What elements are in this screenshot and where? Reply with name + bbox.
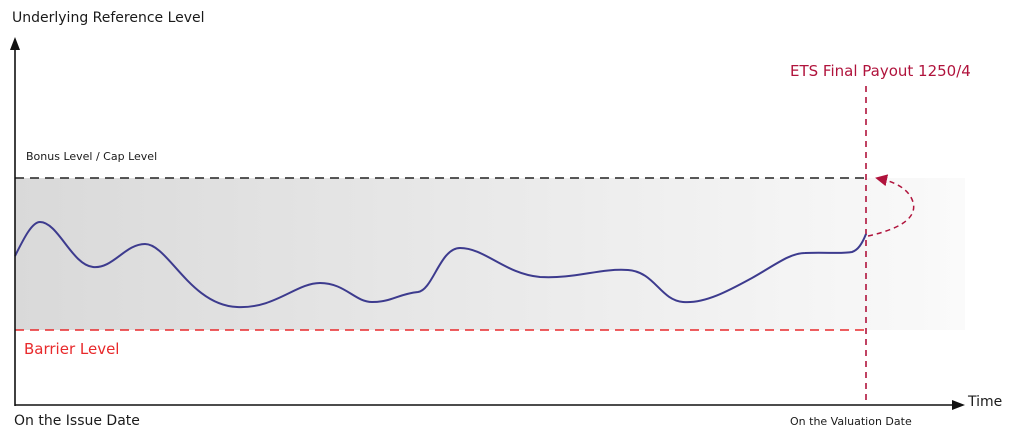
ets-final-payout-label: ETS Final Payout 1250/4	[790, 62, 971, 80]
valuation-date-label: On the Valuation Date	[790, 415, 912, 428]
bonus-cap-level-label: Bonus Level / Cap Level	[26, 150, 157, 163]
issue-date-label: On the Issue Date	[14, 413, 140, 429]
payout-curve-arrow	[867, 174, 915, 237]
y-axis-label: Underlying Reference Level	[12, 10, 205, 26]
y-axis-arrowhead	[10, 37, 20, 50]
x-axis-label: Time	[967, 394, 1002, 410]
underlying-price-path	[14, 220, 867, 309]
bonus-zone-shading	[15, 178, 965, 330]
barrier-level-label: Barrier Level	[24, 340, 119, 358]
x-axis-arrowhead	[952, 400, 965, 410]
